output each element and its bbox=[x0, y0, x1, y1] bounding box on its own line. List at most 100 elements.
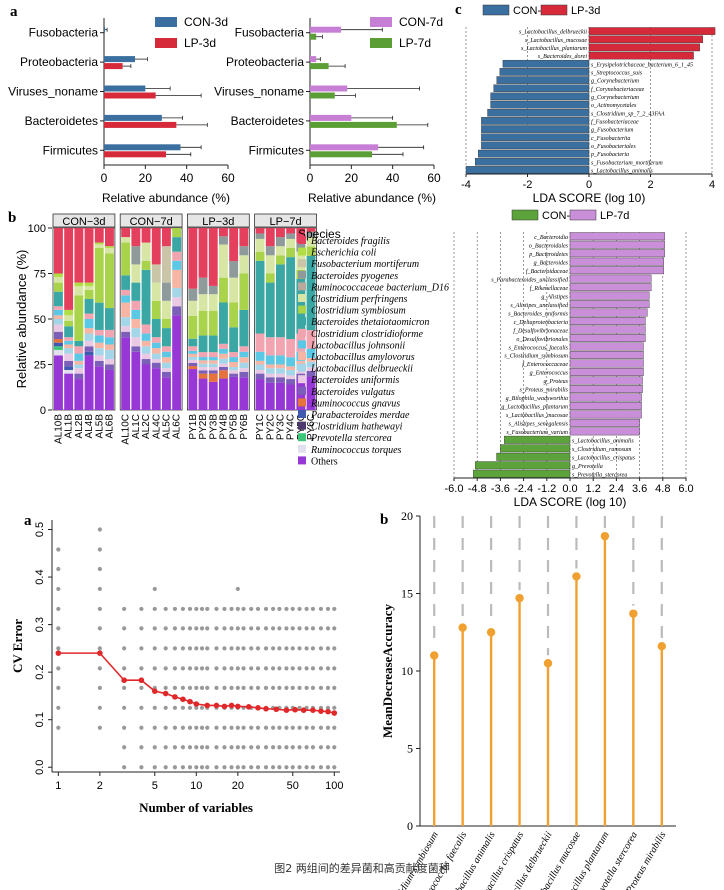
cv-point bbox=[222, 745, 227, 750]
cv-error-point bbox=[273, 706, 280, 713]
cv-point bbox=[187, 666, 193, 671]
cv-point bbox=[235, 666, 240, 671]
cv-error-point bbox=[204, 702, 211, 709]
cv-point bbox=[255, 666, 261, 671]
x-tick-label: 2.4 bbox=[609, 483, 624, 495]
cv-error-point bbox=[331, 710, 338, 716]
facet-strip bbox=[52, 213, 116, 228]
stack-segment bbox=[141, 333, 151, 341]
cv-point bbox=[222, 646, 227, 651]
stack-segment bbox=[276, 228, 285, 238]
stack-segment bbox=[131, 309, 141, 319]
stack-segment bbox=[74, 353, 84, 361]
cv-point bbox=[284, 666, 289, 671]
legend-swatch bbox=[298, 247, 306, 256]
legend-label: LP-3d bbox=[184, 36, 216, 50]
x-tick-label: -4 bbox=[461, 179, 471, 191]
lda-bar bbox=[569, 283, 652, 292]
stack-segment bbox=[84, 286, 94, 290]
cv-point bbox=[270, 765, 276, 770]
cv-point bbox=[214, 646, 219, 651]
stack-segment bbox=[54, 228, 63, 274]
cv-point bbox=[255, 765, 261, 770]
sample-label: AL6B bbox=[104, 414, 115, 439]
stack-segment bbox=[265, 255, 275, 274]
lda-bar bbox=[496, 452, 571, 461]
stack-segment bbox=[162, 246, 171, 283]
cv-point bbox=[56, 566, 61, 572]
stack-segment bbox=[172, 251, 182, 261]
cv-point bbox=[97, 527, 102, 532]
legend-swatch bbox=[298, 305, 306, 314]
stack-segment bbox=[198, 294, 208, 311]
sample-label: PY2B bbox=[198, 414, 209, 440]
bar bbox=[310, 85, 348, 92]
bar bbox=[104, 144, 181, 151]
y-tick-label: 75 bbox=[34, 269, 46, 281]
stack-segment bbox=[162, 346, 171, 352]
legend-swatch bbox=[298, 410, 306, 418]
cv-error-point bbox=[255, 705, 261, 711]
legend-species: Bacteroides pyogenes bbox=[311, 271, 398, 282]
stack-segment bbox=[74, 282, 84, 287]
stack-segment bbox=[105, 349, 114, 360]
stack-segment bbox=[54, 306, 63, 310]
lda-bar bbox=[481, 133, 590, 142]
y-tick-label: 0.5 bbox=[34, 522, 46, 537]
stack-segment bbox=[54, 342, 63, 347]
cv-point bbox=[297, 765, 302, 770]
x-tick-label: -4.8 bbox=[468, 483, 487, 495]
stack-segment bbox=[276, 255, 285, 265]
x-tick-label: 0 bbox=[307, 171, 314, 185]
cv-point bbox=[172, 666, 178, 671]
stack-segment bbox=[198, 378, 208, 410]
lda-bar bbox=[478, 149, 590, 158]
x-axis-title: Number of variables bbox=[139, 800, 253, 815]
stack-segment bbox=[64, 228, 74, 310]
stack-segment bbox=[219, 302, 228, 344]
stack-segment bbox=[198, 363, 208, 367]
stack-segment bbox=[141, 364, 151, 410]
facet-label: LP−3d bbox=[202, 216, 234, 228]
x-tick-label: -2.4 bbox=[514, 483, 533, 495]
legend-species: Ruminococcus torques bbox=[310, 445, 402, 456]
legend-swatch bbox=[298, 421, 306, 430]
lda-bar bbox=[569, 325, 646, 334]
taxon-label: f_Bacteroidaceae bbox=[526, 268, 568, 275]
cv-point bbox=[270, 725, 276, 730]
cv-point bbox=[304, 685, 309, 690]
lda-bar bbox=[490, 92, 590, 101]
cv-point bbox=[194, 725, 199, 730]
x-tick-label: -2 bbox=[523, 179, 533, 191]
cv-point bbox=[187, 725, 193, 730]
cv-point bbox=[163, 725, 168, 730]
stack-segment bbox=[198, 373, 208, 379]
stack-segment bbox=[198, 335, 208, 353]
cv-error-point bbox=[300, 707, 307, 713]
taxon-label: f_Desulfovibrionaceae bbox=[513, 327, 568, 334]
stack-segment bbox=[151, 362, 161, 369]
lollipop-head bbox=[543, 659, 553, 668]
cv-point bbox=[56, 547, 61, 552]
stack-segment bbox=[276, 364, 285, 369]
lda-bar bbox=[493, 84, 590, 93]
cv-error-point bbox=[187, 698, 193, 705]
y-tick-label: 100 bbox=[28, 223, 46, 235]
cv-point bbox=[263, 646, 269, 651]
stack-segment bbox=[172, 306, 182, 316]
cv-point bbox=[97, 725, 102, 730]
taxon-label: s_Lactobacillus_plantarum bbox=[521, 46, 588, 52]
lda-bar bbox=[569, 342, 644, 351]
cv-point bbox=[152, 745, 157, 750]
cv-point bbox=[318, 725, 324, 730]
lda-bar bbox=[504, 435, 571, 444]
stack-segment bbox=[188, 288, 198, 301]
stack-segment bbox=[188, 356, 198, 360]
stack-segment bbox=[131, 264, 141, 283]
cv-point bbox=[277, 626, 282, 631]
cv-point bbox=[187, 705, 193, 710]
lda-bar bbox=[473, 469, 571, 478]
stack-segment bbox=[74, 360, 84, 365]
x-tick-label: 2 bbox=[97, 780, 103, 792]
sample-label: AL4C bbox=[151, 414, 162, 439]
